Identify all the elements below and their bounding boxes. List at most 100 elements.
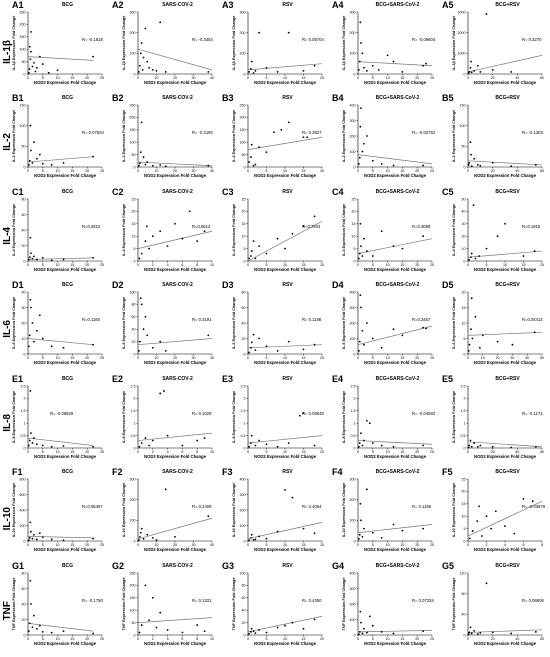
y-tick-label: 50 xyxy=(462,197,466,201)
x-tick-label: 10 xyxy=(283,356,287,360)
panel-C1: C1 BCG 0 20 40 60 80 0 5 10 15 20 25 NOD2 Expression … xyxy=(0,187,108,280)
data-point xyxy=(265,537,268,540)
x-tick-label: 10 xyxy=(210,450,214,454)
data-point xyxy=(258,146,260,149)
y-axis-label: IL-8 Expression Fold Change xyxy=(122,391,126,443)
x-tick-label: 0 xyxy=(467,450,469,454)
panel-letter: A5 xyxy=(442,0,454,10)
y-tick-label: 200 xyxy=(350,134,356,138)
y-tick-label: 5 xyxy=(244,247,246,251)
x-tick-label: 10 xyxy=(283,169,287,173)
data-point xyxy=(265,345,268,348)
panel-E2: E2 SARS-COV-2 0 0.5 1 1.5 2 2.5 0 2 4 6 8 10 NOD2 Expr… xyxy=(110,374,218,467)
x-tick-label: 0 xyxy=(137,637,139,641)
r-value-label: R=0.04413 xyxy=(522,317,543,322)
y-tick-label: 800 xyxy=(20,477,26,481)
panel-title: BCG xyxy=(61,189,74,195)
x-tick-label: 20 xyxy=(415,356,419,360)
x-axis-label: NOD2 Expression Fold Change xyxy=(34,547,97,552)
y-axis-label: IL-2 Expression Fold Change xyxy=(12,110,16,162)
panel-F1: F1 BCG 0 200 400 600 800 0 5 10 15 20 25 NOD2 Express… xyxy=(0,467,108,560)
regression-line xyxy=(247,344,323,349)
x-tick-label: 0 xyxy=(357,450,359,454)
x-axis-label: NOD2 Expression Fold Change xyxy=(364,454,427,459)
x-tick-label: 5 xyxy=(372,76,374,80)
y-tick-label: 2.5 xyxy=(241,384,246,388)
y-tick-label: 50 xyxy=(22,145,26,149)
y-axis-label: IL-4 Expression Fold Change xyxy=(12,204,16,256)
y-tick-label: 100 xyxy=(130,290,136,294)
y-tick-label: 0 xyxy=(134,539,136,543)
data-point xyxy=(140,42,143,44)
data-point xyxy=(139,151,142,154)
data-point xyxy=(151,235,154,238)
panel-title: BCG+RSV xyxy=(495,376,520,382)
data-point xyxy=(265,252,268,255)
x-tick-label: 15 xyxy=(70,263,74,267)
data-point xyxy=(361,329,364,332)
y-tick-label: 25 xyxy=(132,197,136,201)
regression-line xyxy=(137,230,213,249)
data-point xyxy=(35,329,38,332)
x-tick-label: 5 xyxy=(372,543,374,547)
data-point xyxy=(254,163,257,166)
panel-title: SARS-COV-2 xyxy=(162,469,193,475)
y-tick-label: 150 xyxy=(20,35,26,39)
data-point xyxy=(207,334,210,337)
data-point xyxy=(248,445,251,448)
data-point xyxy=(470,153,472,156)
data-point xyxy=(27,444,30,447)
y-tick-label: 1.5 xyxy=(461,409,466,413)
x-tick-label: 10 xyxy=(386,356,390,360)
y-axis-label: IL-1β Expression Fold Change xyxy=(122,16,126,71)
panel-letter: E2 xyxy=(112,374,124,384)
data-point xyxy=(365,250,368,252)
regression-line xyxy=(137,432,213,441)
y-tick-label: 100 xyxy=(240,524,246,528)
y-tick-label: 40 xyxy=(242,321,246,325)
x-axis-label: NOD2 Expression Fold Change xyxy=(474,80,537,85)
y-axis-label: IL-2 Expression Fold Change xyxy=(452,110,456,162)
panel-letter: E1 xyxy=(12,374,24,384)
x-tick-label: 20 xyxy=(415,76,419,80)
data-point xyxy=(468,258,471,261)
data-point xyxy=(164,165,167,168)
data-point xyxy=(252,333,255,336)
y-tick-label: 0 xyxy=(354,446,356,450)
x-tick-label: 20 xyxy=(496,356,500,360)
x-tick-label: 25 xyxy=(430,543,434,547)
data-point xyxy=(468,631,471,634)
x-tick-label: 20 xyxy=(85,169,89,173)
y-axis-label: TNF Expression Fold Change xyxy=(452,578,456,631)
panel-title: BCG+SARS-CoV-2 xyxy=(375,189,420,195)
data-point xyxy=(92,155,95,158)
data-point xyxy=(252,72,255,74)
data-point xyxy=(254,349,257,352)
x-tick-label: 0 xyxy=(467,263,469,267)
panel-title: SARS-COV-2 xyxy=(162,282,193,288)
x-tick-label: 10 xyxy=(283,543,287,547)
data-point xyxy=(276,237,279,240)
x-tick-label: 25 xyxy=(100,543,104,547)
x-tick-label: 8 xyxy=(196,450,198,454)
x-tick-label: 2 xyxy=(152,637,154,641)
x-tick-label: 10 xyxy=(503,263,507,267)
panel-E3: E3 RSV 0 0.5 1 1.5 2 2.5 0 5 10 15 20 NOD2 Expression… xyxy=(220,374,328,467)
panel-title: BCG+RSV xyxy=(495,563,520,569)
x-tick-label: 0 xyxy=(357,169,359,173)
y-tick-label: 3000 xyxy=(458,10,466,14)
data-point xyxy=(468,444,471,447)
y-tick-label: 0 xyxy=(354,633,356,637)
y-tick-label: 200 xyxy=(20,524,26,528)
data-point xyxy=(144,163,147,166)
r-value-label: R= -0.09604 xyxy=(412,37,436,42)
x-tick-label: 5 xyxy=(266,263,268,267)
x-tick-label: 20 xyxy=(415,543,419,547)
panel-D1: D1 BCG 0 10 20 30 40 0 5 10 15 20 25 NOD2 Expression … xyxy=(0,280,108,373)
data-point xyxy=(62,630,65,633)
x-tick-label: 5 xyxy=(42,637,44,641)
x-axis-label: NOD2 Expression Fold Change xyxy=(364,80,427,85)
y-axis-label: IL-8 Expression Fold Change xyxy=(342,391,346,443)
